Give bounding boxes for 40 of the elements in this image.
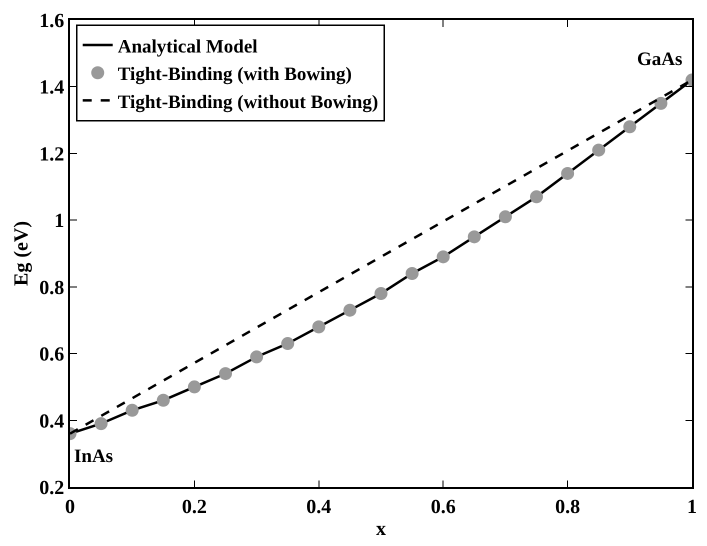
point	[188, 380, 201, 394]
point	[654, 96, 668, 110]
annotation: GaAs	[637, 49, 682, 70]
y-tick-label: 0.6	[39, 344, 64, 366]
y-tick-label: 0.8	[39, 276, 64, 299]
legend-label: Tight-Binding (without Bowing)	[118, 92, 378, 113]
annotation: InAs	[74, 446, 114, 467]
y-tick-label: 1.2	[39, 143, 64, 166]
x-tick-label: 0	[65, 496, 75, 518]
point	[561, 166, 574, 180]
y-axis-title: Eg (eV)	[10, 221, 32, 286]
y-tick-label: 1.4	[39, 76, 64, 99]
point	[406, 267, 419, 280]
y-tick-label: 0.4	[39, 410, 64, 432]
point	[592, 144, 606, 157]
y-tick-label: 1	[54, 210, 64, 232]
point	[530, 190, 543, 204]
point	[281, 337, 294, 350]
point	[343, 304, 356, 317]
point	[94, 417, 108, 430]
point	[374, 287, 388, 300]
x-tick-label: 1	[687, 496, 697, 518]
point	[219, 367, 232, 380]
point	[312, 320, 326, 334]
x-tick-label: 0.2	[182, 496, 207, 518]
x-tick-label: 0.8	[555, 496, 580, 518]
legend-label: Tight-Binding (with Bowing)	[118, 64, 352, 86]
point	[126, 404, 139, 417]
point	[436, 250, 450, 264]
x-tick-label: 0.6	[430, 496, 456, 518]
point	[623, 120, 636, 134]
point	[156, 394, 170, 407]
point	[498, 210, 512, 224]
y-tick-label: 1.6	[39, 10, 64, 32]
x-axis-title: x	[376, 518, 386, 540]
x-tick-label: 0.4	[306, 496, 332, 518]
point	[250, 350, 264, 364]
legend-label: Analytical Model	[118, 36, 258, 58]
y-tick-label: 0.2	[39, 477, 64, 499]
point	[468, 230, 481, 244]
